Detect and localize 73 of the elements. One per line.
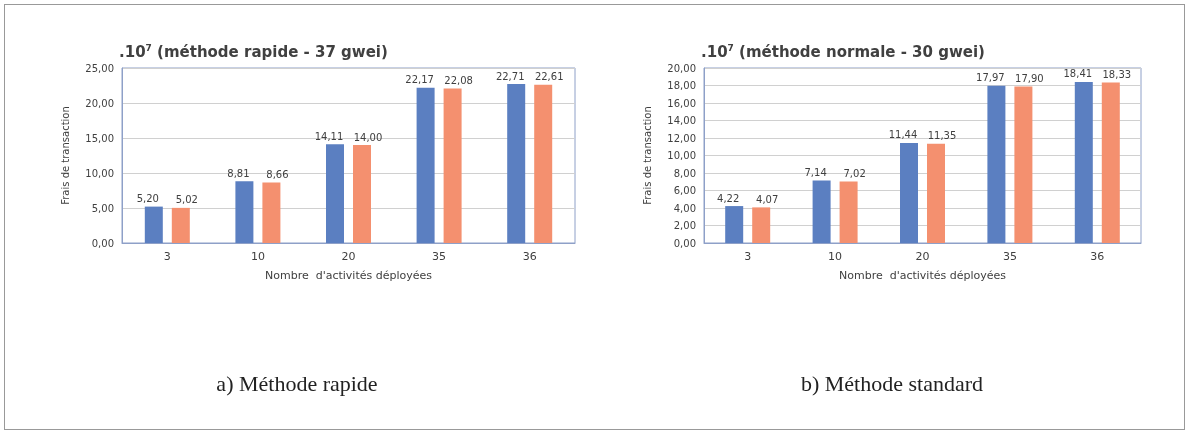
y-axis-title: Frais de transaction <box>641 106 653 205</box>
bar <box>812 180 831 243</box>
data-label: 17,97 <box>976 72 1005 84</box>
data-label: 22,08 <box>444 74 473 86</box>
data-label: 18,33 <box>1102 69 1132 81</box>
data-label: 4,22 <box>717 192 740 204</box>
data-label: 14,11 <box>314 130 344 142</box>
bar <box>534 84 553 243</box>
bar <box>839 181 858 243</box>
bar <box>326 144 344 243</box>
x-tick-label: 20 <box>341 250 356 263</box>
data-label: 8,66 <box>266 168 289 180</box>
bar <box>416 87 435 243</box>
y-tick-label: 15,00 <box>85 132 114 144</box>
data-label: 18,41 <box>1063 68 1093 80</box>
y-tick-label: 6,00 <box>673 185 696 196</box>
data-label: 22,17 <box>405 74 434 86</box>
data-label: 5,20 <box>136 193 159 205</box>
y-tick-label: 18,00 <box>667 80 696 91</box>
bar <box>144 206 163 243</box>
y-tick-label: 12,00 <box>667 132 696 144</box>
x-tick-label: 35 <box>1002 250 1017 263</box>
x-tick-label: 35 <box>432 250 447 263</box>
bar <box>1074 81 1093 243</box>
bar <box>725 206 744 243</box>
x-tick-label: 20 <box>915 250 930 263</box>
y-tick-label: 0,00 <box>673 237 696 249</box>
data-label: 14,00 <box>353 131 383 143</box>
y-tick-label: 5,00 <box>91 202 114 214</box>
y-tick-label: 16,00 <box>667 97 696 109</box>
y-axis-title: Frais de transaction <box>59 106 71 205</box>
data-label: 22,71 <box>495 70 525 82</box>
bar <box>235 181 254 243</box>
y-tick-label: 10,00 <box>85 167 114 179</box>
data-label: 7,14 <box>804 167 827 179</box>
y-tick-label: 2,00 <box>673 220 696 231</box>
x-tick-label: 3 <box>744 250 752 263</box>
data-label: 11,44 <box>888 129 918 141</box>
y-tick-label: 4,00 <box>673 202 696 214</box>
y-tick-label: 25,00 <box>85 62 114 74</box>
bar <box>262 182 281 243</box>
bar <box>1014 86 1033 243</box>
data-label: 11,35 <box>927 130 957 142</box>
y-tick-label: 10,00 <box>667 150 696 161</box>
y-tick-label: 20,00 <box>85 97 114 109</box>
bar <box>900 142 918 243</box>
y-tick-label: 20,00 <box>667 62 696 74</box>
text: b) Méthode standard <box>800 370 984 396</box>
bar <box>507 84 526 243</box>
bar <box>443 88 462 243</box>
x-tick-label: 36 <box>1090 250 1105 263</box>
data-label: 5,02 <box>175 194 198 206</box>
bar <box>987 85 1006 243</box>
x-tick-label: 36 <box>522 250 537 263</box>
bar <box>927 143 945 243</box>
x-axis-title: Nombre d'activités déployées <box>264 269 433 282</box>
data-label: 22,61 <box>534 71 564 83</box>
data-label: 8,81 <box>227 167 250 179</box>
bar <box>171 207 190 243</box>
y-tick-label: 0,00 <box>91 237 114 249</box>
x-axis-title: Nombre d'activités déployées <box>838 269 1007 282</box>
bar <box>752 207 771 243</box>
bar <box>353 145 371 243</box>
data-label: 7,02 <box>843 168 866 180</box>
bar <box>1101 82 1120 243</box>
y-tick-label: 8,00 <box>673 167 696 179</box>
y-tick-label: 14,00 <box>667 115 696 126</box>
x-tick-label: 10 <box>828 250 843 263</box>
x-tick-label: 3 <box>163 250 171 263</box>
data-label: 4,07 <box>756 193 779 205</box>
x-tick-label: 10 <box>250 250 265 263</box>
data-label: 17,90 <box>1015 72 1044 84</box>
text: a) Méthode rapide <box>216 370 378 396</box>
